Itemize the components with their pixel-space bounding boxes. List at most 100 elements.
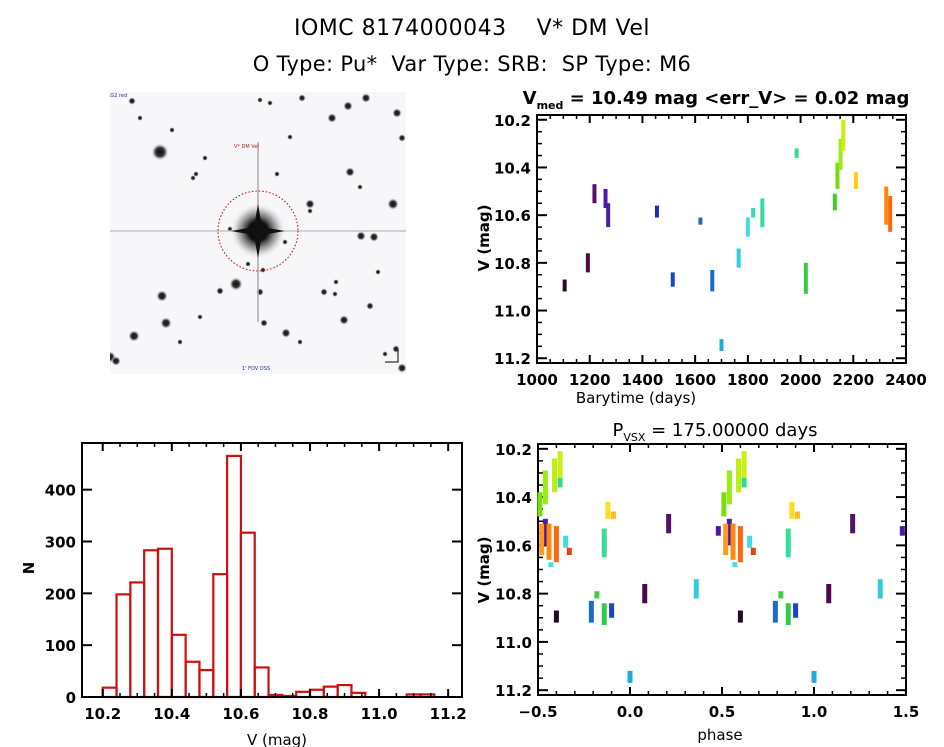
field-star <box>111 356 121 366</box>
lightcurve-data-point <box>803 262 808 294</box>
phased-data-point <box>721 492 727 517</box>
phased-data-point <box>539 523 545 556</box>
lightcurve-plot-frame <box>536 114 907 364</box>
target-circle <box>217 190 299 272</box>
phased-title: PVSX = 175.00000 days <box>613 420 818 444</box>
phased-title-sub: VSX <box>623 431 646 444</box>
lightcurve-title-rest: = 10.49 mag <err_V> = 0.02 mag <box>563 88 909 109</box>
field-star <box>345 167 355 177</box>
lightcurve-ytick-label: 10.8 <box>494 255 531 273</box>
chart-title-line1: IOMC 8174000043 V* DM Vel <box>0 16 944 41</box>
field-star <box>333 279 339 285</box>
field-star <box>177 339 183 345</box>
phased-title-rest: = 175.00000 days <box>645 420 817 441</box>
lightcurve-data-point <box>736 248 741 268</box>
histogram-xlabel: V (mag) <box>247 731 307 747</box>
histogram-bar <box>212 573 229 699</box>
lightcurve-title-main: V <box>523 88 537 109</box>
phased-data-point <box>723 523 729 556</box>
phased-ytick-label: 10.4 <box>495 489 532 507</box>
phased-ytick-label: 10.8 <box>495 586 532 604</box>
phased-data-point <box>772 600 778 623</box>
field-star <box>229 277 243 291</box>
target-star-spikes <box>231 204 285 258</box>
lightcurve-data-point <box>853 172 858 189</box>
phased-data-point <box>730 523 736 560</box>
phased-data-point <box>542 470 548 505</box>
phased-data-point <box>899 526 905 536</box>
sky-image-svg: V* DM Vel DSS2 red N 1' FOV DSS <box>110 93 406 373</box>
phased-data-point <box>627 670 633 683</box>
lightcurve-data-point <box>838 138 843 170</box>
fov-label: 1' FOV DSS <box>242 366 270 372</box>
phased-xlabel: phase <box>697 726 742 744</box>
phased-data-point <box>741 477 747 488</box>
phased-ylabel: V (mag) <box>475 536 493 603</box>
field-star <box>392 108 402 118</box>
phased-data-point <box>563 535 569 548</box>
histogram-bar <box>184 660 201 699</box>
lightcurve-xtick-label: 1600 <box>674 371 716 389</box>
lightcurve-xtick-label: 2200 <box>832 371 874 389</box>
field-star <box>245 261 251 267</box>
phased-data-point <box>642 583 648 604</box>
phased-data-point <box>666 513 672 534</box>
phased-data-point <box>552 458 558 493</box>
phased-data-point <box>737 526 743 563</box>
histogram-bar <box>115 593 132 699</box>
field-star <box>281 328 291 338</box>
phased-data-point <box>566 547 572 556</box>
phased-xtick-label: 0.0 <box>617 703 644 721</box>
phased-data-point <box>737 610 743 623</box>
phased-xtick-label: 0.5 <box>709 703 736 721</box>
lightcurve-data-point <box>603 188 608 208</box>
phased-data-point <box>594 591 600 599</box>
phased-data-point <box>789 501 795 519</box>
phased-xtick-label: 1.0 <box>801 703 828 721</box>
field-star <box>398 134 406 142</box>
lightcurve-xtick-label: 1400 <box>622 371 664 389</box>
compass-icon <box>385 350 399 363</box>
field-star <box>375 269 381 275</box>
histogram-bar <box>170 633 187 699</box>
target-label: V* DM Vel <box>234 144 259 150</box>
phased-xtick-label: −0.5 <box>518 703 557 721</box>
lightcurve-xtick-label: 1000 <box>516 371 558 389</box>
field-star <box>307 208 313 214</box>
lightcurve-ylabel: V (mag) <box>475 204 493 271</box>
field-star <box>332 291 338 297</box>
histogram-ytick-label: 300 <box>45 533 76 551</box>
field-star <box>357 184 363 190</box>
chart-title-line2: O Type: Pu* Var Type: SRB: SP Type: M6 <box>0 52 944 76</box>
histogram-xtick-label: 10.6 <box>222 705 259 723</box>
histogram-xtick-label: 10.8 <box>291 705 328 723</box>
title-types: O Type: Pu* Var Type: SRB: SP Type: M6 <box>252 52 692 76</box>
lightcurve-data-point <box>760 198 765 228</box>
histogram-xtick-label: 11.0 <box>361 705 398 723</box>
field-star <box>128 97 136 105</box>
lightcurve-xtick-label: 1200 <box>569 371 611 389</box>
histogram-panel: V (mag) N 10.2 10.4 10.6 10.8 11.0 11.2 0 100 20… <box>20 442 467 747</box>
lightcurve-title-sub: med <box>537 99 564 112</box>
field-star <box>339 315 349 325</box>
phased-data-point <box>736 458 742 493</box>
phased-data-point <box>785 528 791 558</box>
lightcurve-ytick-label: 10.6 <box>494 207 531 225</box>
phased-plot-frame <box>537 443 907 696</box>
phased-data-point <box>826 583 832 604</box>
lightcurve-data-point <box>670 272 675 287</box>
field-star <box>193 171 199 177</box>
phased-data-point <box>750 547 756 556</box>
lightcurve-data-point <box>585 253 590 273</box>
field-star <box>356 231 366 241</box>
phased-data-point <box>778 591 784 599</box>
histogram-bar <box>143 549 160 699</box>
field-star <box>137 115 143 121</box>
phased-ytick-label: 10.6 <box>495 537 532 555</box>
field-star <box>298 94 306 102</box>
field-star <box>327 113 337 123</box>
phased-data-point <box>850 513 856 534</box>
histogram-bar <box>156 547 173 699</box>
field-star <box>156 290 168 302</box>
lightcurve-ytick-label: 10.2 <box>494 112 531 130</box>
